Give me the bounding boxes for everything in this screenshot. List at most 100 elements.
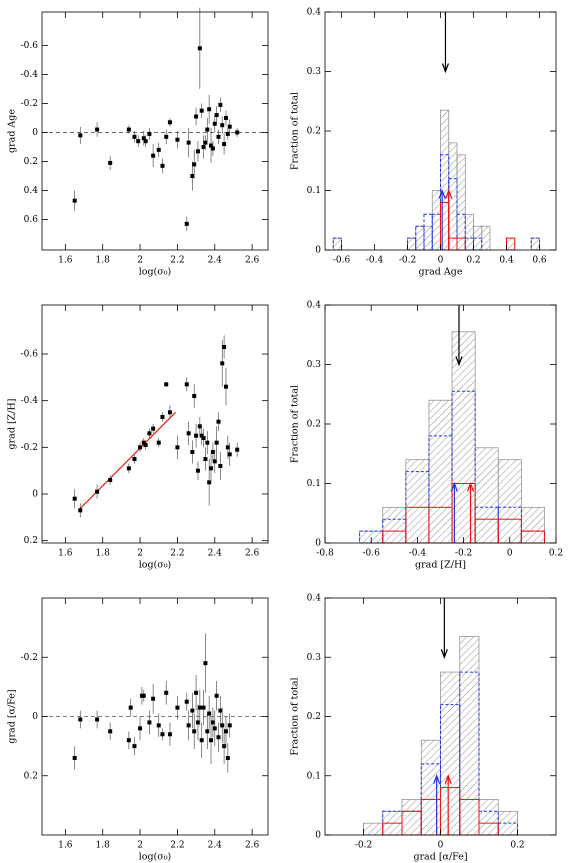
arrow-head (438, 188, 446, 199)
data-point (205, 127, 210, 132)
y-tick-label: -0.2 (21, 653, 38, 663)
histogram-bar (530, 237, 540, 251)
x-axis-label: grad [α/Fe] (413, 852, 467, 863)
data-point (235, 447, 240, 452)
y-tick-label: 0.2 (307, 127, 321, 137)
data-point (209, 466, 214, 471)
histogram-bar (382, 506, 407, 544)
histogram-bar (420, 739, 441, 836)
histogram-bar (423, 225, 433, 251)
histogram-bar (440, 671, 461, 836)
data-point (108, 160, 113, 165)
data-point (151, 426, 156, 431)
data-point (136, 139, 141, 144)
y-tick-label: 0 (32, 128, 38, 138)
data-point (141, 693, 146, 698)
data-point (207, 711, 212, 716)
x-tick-label: 2.4 (208, 549, 223, 559)
data-point (128, 705, 133, 710)
y-tick-label: 0.4 (307, 301, 322, 311)
data-point (212, 121, 217, 126)
data-point (218, 708, 223, 713)
data-point (199, 433, 204, 438)
y-tick-label: 0.3 (307, 360, 322, 370)
data-point (195, 720, 200, 725)
y-tick-label: 0.2 (24, 771, 38, 781)
data-point (126, 127, 131, 132)
data-point (225, 131, 230, 136)
data-point (209, 738, 214, 743)
y-tick-label: -0.6 (21, 41, 39, 51)
arrow-head (455, 356, 463, 367)
data-point (218, 102, 223, 107)
data-point (223, 729, 228, 734)
data-point (194, 433, 199, 438)
x-tick-label: 2.2 (170, 549, 184, 559)
data-point (214, 693, 219, 698)
data-point (201, 436, 206, 440)
arrow-head (445, 188, 453, 199)
data-point (167, 120, 172, 125)
x-tick-label: 0.6 (532, 256, 547, 266)
histogram-bar (451, 331, 476, 544)
y-tick-label: 0 (315, 831, 321, 841)
y-tick-label: 0.3 (307, 67, 322, 77)
x-tick-label: 2.2 (170, 841, 184, 851)
y-tick-label: 0 (315, 246, 321, 256)
x-tick-label: 2.6 (245, 841, 260, 851)
y-tick-label: -0.6 (21, 350, 39, 360)
data-point (197, 705, 202, 710)
data-point (220, 123, 225, 128)
data-point (223, 115, 228, 120)
y-tick-label: 0.1 (307, 771, 321, 781)
data-point (210, 720, 215, 725)
x-tick-label: -0.2 (455, 549, 472, 559)
data-point (190, 173, 195, 178)
data-point (164, 382, 169, 387)
y-tick-label: 0.4 (307, 8, 322, 18)
data-point (78, 508, 83, 513)
data-point (151, 153, 156, 158)
data-point (72, 198, 77, 203)
data-point (195, 468, 200, 473)
histogram-bar (363, 822, 384, 836)
x-tick-label: 0.2 (510, 841, 524, 851)
data-point (147, 431, 152, 436)
y-axis-label: grad [Z/H] (7, 399, 18, 450)
plot-frame (41, 11, 269, 251)
x-tick-label: 0.4 (499, 256, 514, 266)
arrow-head (440, 649, 448, 659)
data-point (126, 738, 131, 743)
histogram-bar (448, 142, 458, 251)
data-point (194, 114, 199, 119)
histogram-bar (407, 237, 417, 251)
x-tick-label: 2.2 (170, 256, 184, 266)
x-tick-label: 0.2 (549, 549, 563, 559)
x-axis-label: log(σ₀) (139, 267, 172, 278)
histogram-bar (474, 447, 499, 544)
data-point (72, 755, 77, 760)
data-point (147, 131, 152, 136)
histogram-bar (481, 225, 491, 251)
data-point (195, 149, 200, 154)
y-tick-label: 0.2 (307, 712, 321, 722)
data-point (212, 726, 217, 731)
data-point (225, 445, 230, 450)
data-point (225, 755, 230, 760)
y-tick-label: 0.1 (307, 479, 321, 489)
x-tick-label: 2.4 (208, 256, 223, 266)
data-point (205, 729, 210, 734)
data-point (190, 708, 195, 713)
x-tick-label: 1.6 (58, 256, 73, 266)
data-point (216, 134, 221, 139)
data-point (143, 443, 148, 447)
y-tick-label: 0.2 (24, 157, 38, 167)
data-point (164, 134, 169, 139)
data-point (160, 163, 165, 168)
y-tick-label: -0.2 (21, 99, 38, 109)
x-tick-label: -0.8 (316, 549, 334, 559)
histogram-bar (506, 237, 516, 251)
y-tick-label: 0.3 (307, 653, 322, 663)
x-axis-label: log(σ₀) (139, 852, 172, 863)
